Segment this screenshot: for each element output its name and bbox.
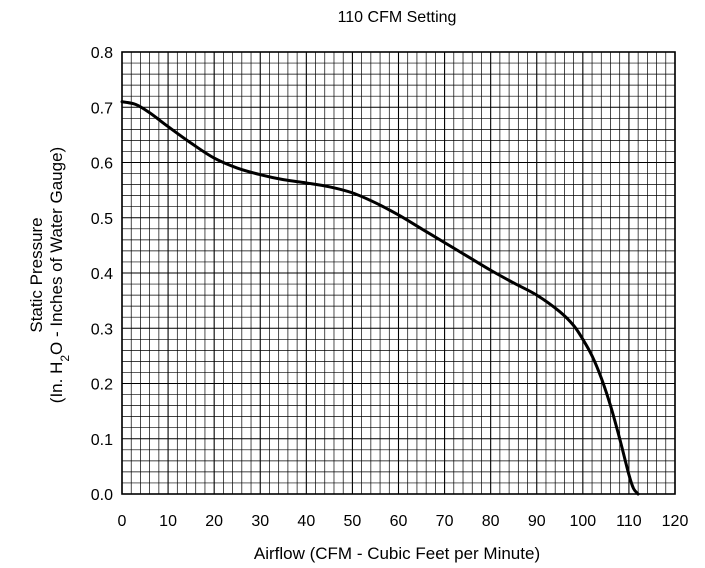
y-axis-label: Static Pressure (In. H2O - Inches of Wat…: [27, 147, 72, 403]
x-tick-label: 110: [616, 513, 642, 530]
x-tick-label: 30: [251, 513, 269, 530]
x-tick-label: 120: [662, 513, 689, 530]
y-tick-label: 0.5: [91, 211, 113, 228]
y-tick-label: 0.1: [91, 432, 113, 449]
series-line: [120, 100, 640, 496]
y-tick-label: 0.8: [91, 45, 113, 62]
y-axis-label-line1: Static Pressure: [27, 217, 46, 332]
x-tick-label: 70: [436, 513, 454, 530]
x-tick-label: 50: [344, 513, 362, 530]
y-axis-label-line2: (In. H2O - Inches of Water Gauge): [47, 147, 72, 403]
y-axis-label-subscript: 2: [58, 355, 72, 362]
x-tick-label: 100: [569, 513, 596, 530]
plot-frame: [121, 51, 676, 495]
x-tick-label: 0: [118, 513, 127, 530]
x-tick-label: 80: [482, 513, 500, 530]
x-tick-label: 10: [159, 513, 177, 530]
y-tick-labels: 0.0 0.1 0.2 0.3 0.4 0.5 0.6 0.7 0.8: [91, 45, 113, 504]
y-tick-label: 0.2: [91, 377, 113, 394]
x-tick-label: 90: [528, 513, 546, 530]
x-tick-labels: 0 10 20 30 40 50 60 70 80 90 100 110 120: [118, 513, 689, 530]
y-tick-label: 0.3: [91, 321, 113, 338]
y-tick-label: 0.4: [91, 266, 113, 283]
x-tick-label: 20: [205, 513, 223, 530]
x-tick-label: 60: [390, 513, 408, 530]
y-tick-label: 0.6: [91, 156, 113, 173]
x-tick-label: 40: [297, 513, 315, 530]
y-axis-label-suffix: O - Inches of Water Gauge): [47, 147, 66, 355]
y-tick-label: 0.7: [91, 100, 113, 117]
plot-grid: [121, 51, 676, 495]
y-axis-label-prefix: (In. H: [47, 362, 66, 404]
y-tick-label: 0.0: [91, 487, 113, 504]
x-axis-label: Airflow (CFM - Cubic Feet per Minute): [254, 544, 540, 563]
chart-title: 110 CFM Setting: [338, 9, 457, 26]
